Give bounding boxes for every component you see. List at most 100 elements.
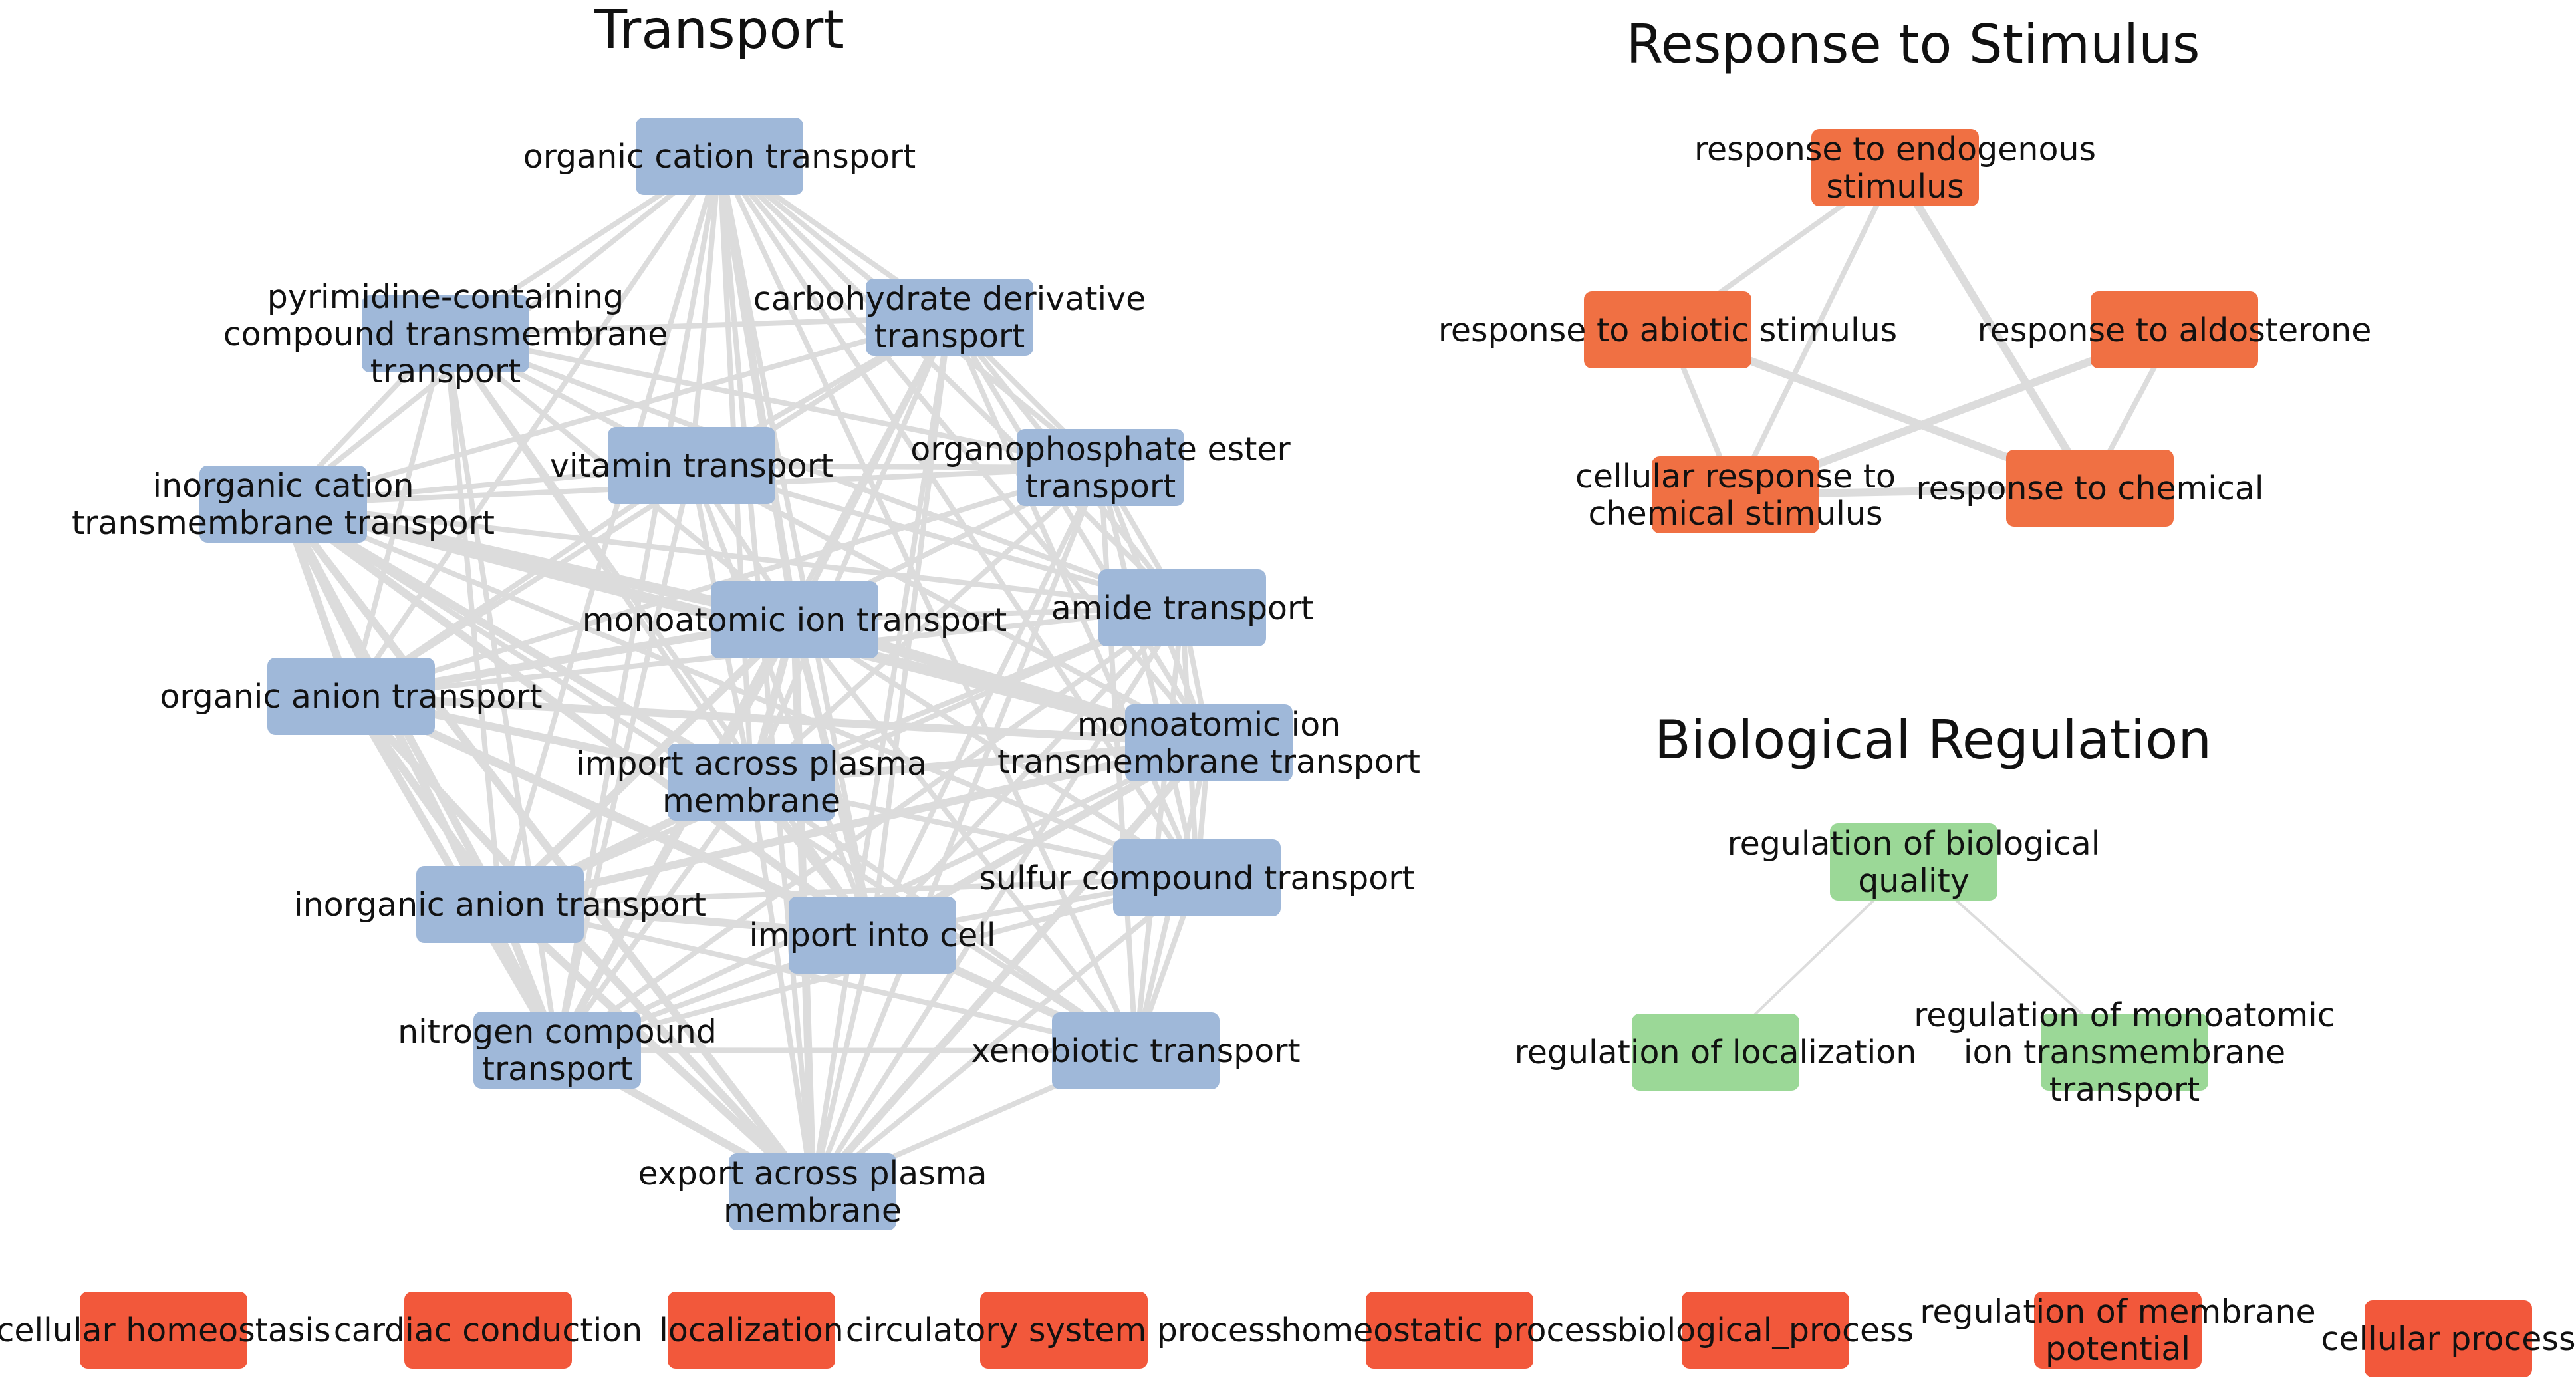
edge-carb-export_pm — [810, 315, 952, 1194]
edge-mitt-ianion — [496, 739, 1213, 908]
orphan-node-loc[interactable]: localization — [659, 1292, 844, 1369]
transport-node-xeno[interactable]: xenobiotic transport — [971, 1012, 1301, 1089]
node-label: regulation of biological — [1728, 825, 2101, 863]
orphan-node-cproc[interactable]: cellular process — [2321, 1300, 2576, 1377]
transport-node-amide[interactable]: amide transport — [1051, 569, 1314, 646]
nodes-layer: organic cation transport pyrimidine-conta… — [0, 118, 2576, 1377]
node-box — [362, 295, 529, 372]
node-box — [267, 658, 435, 735]
orphan-node-biop[interactable]: biological_process — [1617, 1292, 1914, 1369]
edge-ianion-xeno — [497, 902, 1138, 1053]
node-box — [668, 1292, 835, 1369]
regulation-node-rloc[interactable]: regulation of localization — [1515, 1014, 1917, 1091]
node-box — [2091, 291, 2258, 368]
edge-vit-import_cell — [689, 463, 875, 938]
node-label: sulfur compound transport — [979, 859, 1414, 897]
orphan-node-circ[interactable]: circulatory system process — [846, 1292, 1282, 1369]
node-label: stimulus — [1826, 168, 1964, 206]
node-box — [1830, 823, 1997, 901]
node-box — [608, 427, 775, 504]
node-label: import into cell — [749, 916, 995, 954]
node-label: homeostatic process — [1281, 1312, 1618, 1349]
node-box — [2041, 1014, 2208, 1091]
node-label: amide transport — [1051, 589, 1314, 627]
node-label: transport — [370, 352, 521, 390]
node-label: quality — [1858, 862, 1970, 900]
node-box — [1366, 1292, 1533, 1369]
node-box — [1113, 839, 1281, 916]
titles-layer: Transport Response to Stimulus Biologica… — [594, 0, 2212, 771]
stimulus-cluster-title: Response to Stimulus — [1626, 13, 2200, 75]
edge-amide-nitro — [555, 605, 1185, 1053]
node-box — [1682, 1292, 1849, 1369]
node-label: cellular process — [2321, 1320, 2575, 1358]
node-box — [1125, 704, 1293, 781]
orphan-node-homeo[interactable]: homeostatic process — [1281, 1292, 1618, 1369]
edge-opho-sulfur — [1098, 465, 1200, 881]
edge-sulfur-export_pm — [810, 875, 1200, 1194]
edge-mitt-export_pm — [809, 739, 1213, 1196]
edge-carb-import_cell — [870, 315, 952, 938]
transport-node-vit[interactable]: vitamin transport — [550, 427, 833, 504]
node-label: compound transmembrane — [223, 315, 668, 353]
edge-icat-export_pm — [279, 500, 817, 1196]
transport-node-ianion[interactable]: inorganic anion transport — [294, 866, 706, 943]
stimulus-node-abiotic[interactable]: response to abiotic stimulus — [1438, 291, 1897, 368]
orphan-node-chom[interactable]: cellular homeostasis — [0, 1292, 331, 1369]
edge-opho-import_cell — [870, 465, 1103, 938]
edge-endo-cellchem — [1733, 165, 1898, 497]
transport-node-import_cell[interactable]: import into cell — [749, 897, 996, 974]
node-label: monoatomic ion — [1077, 706, 1341, 744]
node-label: vitamin transport — [550, 447, 833, 485]
node-label: import across plasma — [576, 745, 927, 783]
node-label: transport — [2049, 1071, 2200, 1109]
edge-amide-export_pm — [810, 605, 1185, 1194]
edge-pyr-carb — [443, 315, 952, 337]
transport-node-oct[interactable]: organic cation transport — [523, 118, 916, 195]
edge-sulfur-ianion — [497, 875, 1200, 907]
node-label: transport — [482, 1050, 632, 1088]
edge-icat-nitro — [279, 500, 561, 1054]
edge-carb-oanion — [348, 315, 952, 699]
node-label: inorganic anion transport — [294, 886, 706, 924]
node-box — [1632, 1014, 1799, 1091]
edge-import_cell-export_pm — [810, 932, 875, 1194]
edge-icat-import_cell — [279, 500, 876, 939]
orphan-node-ccond[interactable]: cardiac conduction — [334, 1292, 642, 1369]
node-label: cardiac conduction — [334, 1312, 642, 1349]
node-label: response to endogenous — [1694, 130, 2096, 168]
transport-node-mion[interactable]: monoatomic ion transport — [582, 581, 1007, 658]
node-box — [2034, 1292, 2202, 1369]
node-box — [2365, 1300, 2532, 1377]
node-box — [199, 466, 367, 543]
node-label: nitrogen compound — [398, 1013, 717, 1051]
edge-carb-mitt — [947, 315, 1212, 746]
edge-opho-import_pm — [749, 465, 1103, 785]
edge-amide-ianion — [497, 605, 1185, 907]
transport-node-oanion[interactable]: organic anion transport — [160, 658, 543, 735]
node-box — [1052, 1012, 1220, 1089]
stimulus-node-aldo[interactable]: response to aldosterone — [1978, 291, 2372, 368]
edge-opho-export_pm — [810, 465, 1103, 1194]
node-label: regulation of localization — [1515, 1034, 1917, 1071]
node-box — [2006, 450, 2174, 527]
node-box — [980, 1292, 1148, 1369]
node-box — [416, 866, 584, 943]
node-box — [636, 118, 803, 195]
edge-oct-oanion — [348, 154, 722, 699]
transport-node-sulfur[interactable]: sulfur compound transport — [979, 839, 1415, 916]
stimulus-node-chem[interactable]: response to chemical — [1916, 450, 2264, 527]
